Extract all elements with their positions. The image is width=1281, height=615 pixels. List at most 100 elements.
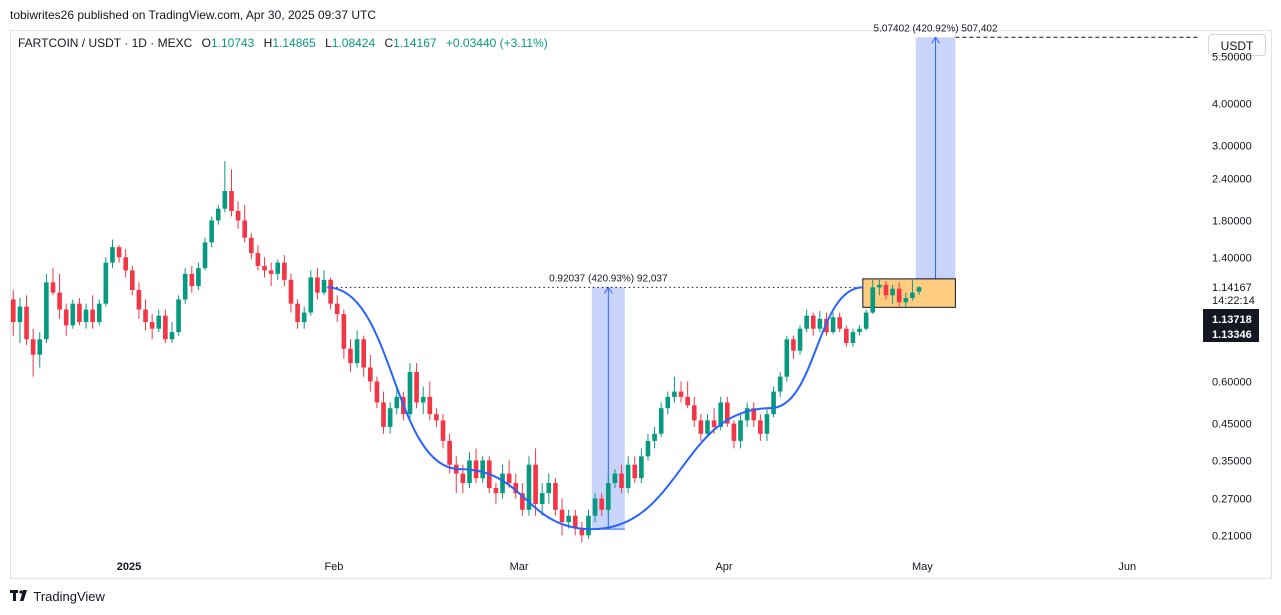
candle-body-60	[407, 371, 413, 415]
candle-body-73	[493, 488, 499, 494]
tradingview-logo: TradingView	[10, 589, 105, 604]
candle-body-44	[301, 312, 307, 323]
candle-body-84	[566, 515, 571, 522]
candle-body-30	[209, 220, 214, 243]
high-label: H	[263, 36, 273, 50]
candle-body-36	[248, 237, 254, 254]
low-value: 1.08424	[331, 36, 376, 50]
candle-body-102	[685, 396, 690, 406]
candle-body-8	[63, 309, 69, 326]
candle-body-137	[916, 287, 922, 292]
candle-body-108	[724, 402, 730, 424]
y-tick-label-4: 1.80000	[1212, 215, 1252, 227]
candle-body-91	[612, 473, 618, 484]
candle-body-29	[202, 242, 208, 269]
candle-body-57	[387, 408, 393, 427]
symbol-legend: FARTCOIN / USDT · 1D · MEXC O1.10743 H 1.…	[18, 36, 548, 50]
candle-body-71	[480, 460, 486, 479]
candle-body-124	[830, 317, 836, 333]
y-tick-label-2: 3.00000	[1212, 141, 1252, 153]
candle-body-17	[123, 257, 129, 271]
candle-body-46	[315, 277, 320, 293]
candle-body-4	[37, 339, 43, 355]
candle-body-106	[711, 420, 717, 427]
candle-body-56	[381, 402, 386, 427]
candle-body-49	[334, 303, 340, 315]
candle-body-66	[447, 440, 452, 465]
y-tick-label-9: 0.27000	[1212, 493, 1252, 505]
candle-body-31	[215, 208, 221, 221]
candle-body-129	[863, 312, 869, 329]
candle-body-0	[10, 299, 16, 323]
candle-body-99	[665, 396, 671, 409]
candle-body-88	[592, 498, 598, 516]
candle-body-112	[751, 408, 757, 421]
candle-body-135	[903, 298, 909, 303]
candle-body-42	[288, 279, 294, 304]
candle-body-87	[586, 515, 591, 536]
candle-body-6	[50, 282, 56, 293]
candle-body-32	[222, 191, 228, 209]
y-tick-label-1: 4.00000	[1212, 98, 1252, 110]
low-label: L	[325, 36, 332, 50]
countdown-label: 14:22:14	[1212, 295, 1255, 307]
y-tick-label-7: 0.45000	[1212, 419, 1252, 431]
candle-body-7	[57, 292, 62, 310]
x-tick-label-0: 2025	[117, 561, 141, 573]
candle-body-132	[883, 284, 889, 296]
currency-selector[interactable]: USDT	[1208, 34, 1266, 56]
candle-body-113	[758, 420, 763, 434]
y-tick-label-3: 2.40000	[1212, 173, 1252, 185]
candle-body-9	[70, 303, 76, 326]
candle-body-92	[619, 473, 624, 489]
candle-body-14	[103, 262, 109, 304]
open-value: 1.10743	[210, 36, 255, 50]
candle-body-90	[605, 483, 611, 510]
candle-body-1	[17, 306, 23, 323]
candle-body-27	[189, 273, 195, 287]
candle-body-118	[791, 339, 796, 351]
candle-body-134	[896, 288, 902, 303]
candle-body-81	[546, 483, 552, 494]
candle-body-40	[275, 262, 281, 274]
candle-body-11	[83, 309, 89, 323]
candle-body-114	[764, 414, 770, 434]
candle-body-74	[500, 473, 505, 494]
candle-body-64	[434, 414, 439, 421]
candle-body-47	[321, 279, 327, 293]
candle-body-86	[579, 528, 585, 536]
candle-body-94	[632, 464, 638, 479]
y-tick-label-6: 0.60000	[1212, 376, 1252, 388]
candle-body-85	[572, 515, 578, 529]
candle-body-61	[414, 371, 419, 403]
candle-body-122	[817, 318, 823, 329]
candle-body-109	[731, 423, 737, 441]
symbol-name[interactable]: FARTCOIN / USDT · 1D · MEXC	[18, 36, 193, 50]
measure-arrow-head-1	[931, 36, 940, 44]
candle-body-55	[374, 381, 380, 403]
publisher-line: tobiwrites26 published on TradingView.co…	[10, 8, 376, 22]
candle-body-19	[136, 289, 142, 310]
candle-body-15	[110, 247, 115, 263]
candle-body-127	[850, 332, 856, 344]
candle-body-38	[262, 265, 267, 271]
candle-body-98	[658, 408, 664, 434]
price-tag-a: 1.13718	[1212, 314, 1252, 326]
candle-body-131	[877, 284, 882, 288]
candle-body-62	[420, 396, 426, 403]
candle-body-50	[341, 314, 347, 349]
open-label: O	[201, 36, 211, 50]
candle-body-93	[625, 464, 631, 489]
candle-body-136	[910, 292, 915, 299]
candle-body-80	[539, 493, 545, 505]
x-tick-label-5: Jun	[1118, 561, 1136, 573]
candle-body-128	[857, 328, 862, 333]
candle-body-83	[559, 509, 565, 522]
candle-body-96	[645, 440, 651, 457]
candle-body-97	[652, 433, 657, 441]
brand-name: TradingView	[33, 589, 105, 604]
candle-body-45	[308, 277, 314, 313]
candle-body-63	[427, 396, 433, 415]
measure-arrow-head-0	[603, 286, 613, 294]
